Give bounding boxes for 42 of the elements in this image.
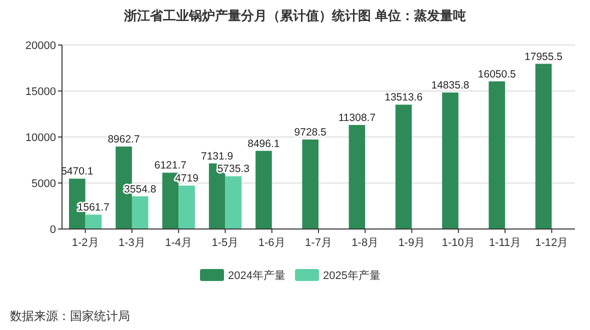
legend-label: 2025年产量 — [323, 268, 380, 282]
source-note: 数据来源：国家统计局 — [10, 309, 130, 323]
bar — [535, 64, 552, 229]
x-tick-label: 1-3月 — [118, 237, 146, 249]
bar — [256, 150, 272, 229]
data-label: 5470.1 — [61, 166, 94, 178]
x-tick-label: 1-8月 — [352, 237, 379, 249]
bar — [132, 196, 148, 229]
bar — [488, 81, 506, 229]
x-tick-label: 1-2月 — [72, 237, 99, 249]
bar — [178, 186, 195, 229]
x-tick-label: 1-6月 — [258, 237, 286, 249]
data-label: 8496.1 — [248, 138, 280, 150]
data-label: 6121.7 — [154, 160, 187, 172]
data-label: 7131.9 — [201, 150, 234, 162]
bar — [348, 124, 366, 229]
data-label: 13513.6 — [384, 92, 423, 104]
x-tick-label: 1-10月 — [442, 237, 475, 249]
x-tick-label: 1-11月 — [488, 237, 522, 249]
data-label: 16050.5 — [478, 68, 516, 80]
bar — [85, 214, 102, 229]
data-label: 11308.7 — [338, 112, 376, 124]
data-label: 17955.5 — [524, 50, 563, 63]
data-label: 8962.7 — [108, 134, 140, 146]
y-tick-label: 15000 — [25, 86, 56, 98]
bar — [225, 176, 242, 229]
y-tick-label: 10000 — [25, 132, 56, 144]
x-tick-label: 1-4月 — [165, 237, 192, 249]
bar — [395, 104, 412, 229]
y-tick-label: 20000 — [25, 40, 56, 52]
y-tick-label: 0 — [50, 224, 56, 236]
x-tick-label: 1-9月 — [398, 237, 426, 249]
x-tick-label: 1-12月 — [535, 237, 568, 249]
y-tick-label: 5000 — [32, 178, 56, 190]
data-label: 14835.8 — [431, 80, 470, 92]
bar — [302, 140, 318, 229]
legend-label: 2024年产量 — [228, 268, 286, 282]
bar — [442, 92, 458, 229]
x-tick-label: 1-5月 — [212, 237, 239, 249]
data-label: 9728.5 — [294, 126, 327, 138]
x-tick-label: 1-7月 — [305, 237, 332, 249]
chart-title: 浙江省工业锅炉产量分月（累计值）统计图 单位：蒸发量吨 — [123, 8, 466, 23]
